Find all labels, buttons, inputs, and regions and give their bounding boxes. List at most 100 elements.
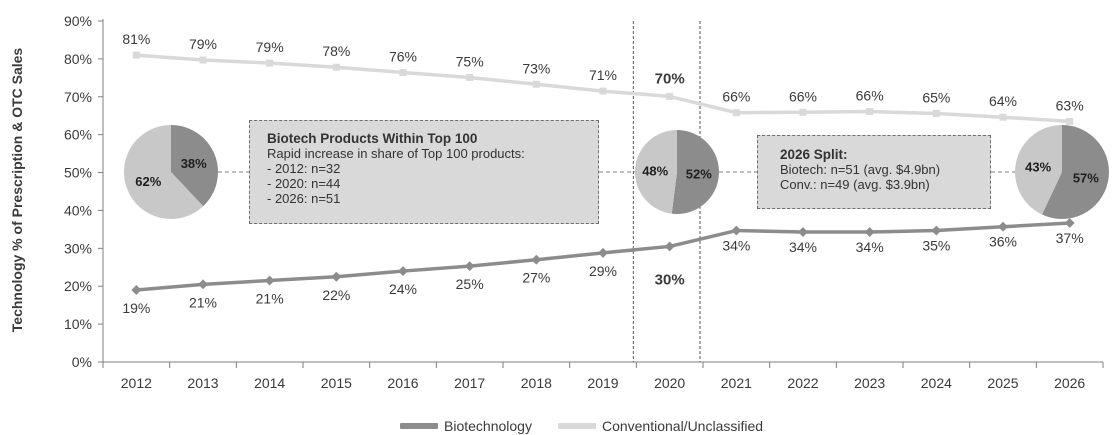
data-label-conventional: 79% <box>256 39 284 55</box>
legend-label-biotechnology: Biotechnology <box>444 418 532 434</box>
x-tick-label: 2025 <box>987 375 1018 391</box>
biotech-annotation-box: Biotech Products Within Top 100 Rapid in… <box>249 120 599 224</box>
biotech-annotation-line: - 2012: n=32 <box>267 161 341 176</box>
series-lines <box>131 51 1075 295</box>
data-label-conventional: 64% <box>989 93 1017 109</box>
data-label-conventional: 71% <box>589 67 617 83</box>
data-label-biotechnology: 34% <box>856 239 884 255</box>
y-tick-label: 30% <box>64 240 92 256</box>
pie-slice-2026-biotech <box>1041 125 1110 219</box>
legend-item-biotechnology: Biotechnology <box>400 418 532 434</box>
data-point-conventional <box>532 80 540 88</box>
data-point-conventional <box>466 73 474 81</box>
legend-swatch-conventional <box>557 423 596 429</box>
split-annotation-box: 2026 Split: Biotech: n=51 (avg. $4.9bn) … <box>757 135 991 209</box>
data-label-biotechnology: 37% <box>1056 230 1084 246</box>
y-tick-label: 90% <box>64 13 92 29</box>
data-point-conventional <box>866 108 874 116</box>
biotech-annotation-line: - 2026: n=51 <box>267 191 341 206</box>
x-tick-label: 2016 <box>387 375 418 391</box>
data-label-conventional: 63% <box>1056 97 1084 113</box>
data-label-conventional: 66% <box>722 89 750 105</box>
pie-slice-2020-conventional <box>634 130 677 214</box>
biotech-annotation-line: Rapid increase in share of Top 100 produ… <box>267 146 525 161</box>
y-tick-label: 50% <box>64 165 92 181</box>
data-point-biotechnology <box>864 227 875 237</box>
data-point-biotechnology <box>1064 217 1075 228</box>
split-annotation-line: Conv.: n=49 (avg. $3.9bn) <box>780 177 930 192</box>
x-tick-label: 2020 <box>654 375 685 391</box>
data-label-conventional: 81% <box>122 31 150 47</box>
y-tick-label: 60% <box>64 127 92 143</box>
data-label-conventional: 76% <box>389 49 417 65</box>
data-label-conventional: 65% <box>922 89 950 105</box>
data-point-biotechnology <box>398 266 408 277</box>
data-label-biotechnology: 22% <box>322 287 350 303</box>
x-tick-label: 2019 <box>587 375 618 391</box>
y-axis-label: Technology % of Prescription & OTC Sales <box>9 48 25 333</box>
x-tick-label: 2021 <box>721 375 752 391</box>
data-label-biotechnology: 25% <box>456 276 484 292</box>
data-point-conventional <box>399 69 407 77</box>
split-annotation-title: 2026 Split: <box>780 147 848 162</box>
data-point-biotechnology <box>531 254 542 265</box>
biotech-annotation-title: Biotech Products Within Top 100 <box>267 131 478 146</box>
data-label-biotechnology: 36% <box>989 234 1017 250</box>
data-point-conventional <box>1066 117 1074 125</box>
biotech-annotation-line: - 2020: n=44 <box>267 176 341 191</box>
y-tick-label: 70% <box>64 89 92 105</box>
data-point-biotechnology <box>264 275 275 286</box>
pie-slice-2012-biotech <box>171 125 218 207</box>
x-tick-label: 2017 <box>454 375 485 391</box>
pie-slice-label: 38% <box>181 156 207 171</box>
pie-slice-label: 48% <box>642 164 668 179</box>
pie-slice-label: 43% <box>1025 160 1051 175</box>
data-labels: 19% 21% 21% 22% 24% 25% 27% 29% 30% 34% 34% 34% 35% 3… <box>122 31 1083 316</box>
pie-slice-label: 57% <box>1073 170 1099 185</box>
data-label-biotechnology: 21% <box>256 291 284 307</box>
y-tick-label: 80% <box>64 51 92 67</box>
data-label-biotechnology: 35% <box>922 238 950 254</box>
legend-label-conventional: Conventional/Unclassified <box>601 418 764 434</box>
x-tick-label: 2015 <box>321 375 352 391</box>
data-point-conventional <box>132 51 140 59</box>
data-label-conventional: 78% <box>322 43 350 59</box>
data-point-conventional <box>666 92 674 100</box>
y-tick-label: 40% <box>64 202 92 218</box>
data-label-biotechnology: 19% <box>122 300 150 316</box>
data-label-conventional: 79% <box>189 36 217 52</box>
data-label-biotechnology: 21% <box>189 294 217 310</box>
legend-swatch-biotechnology <box>400 423 438 429</box>
data-point-biotechnology <box>931 225 942 236</box>
data-point-biotechnology <box>464 261 475 272</box>
data-point-conventional <box>332 63 340 71</box>
x-tick-label: 2024 <box>921 375 952 391</box>
y-tick-label: 10% <box>64 316 92 332</box>
pie-charts: 38% 62% 52% 48% 57% 43% <box>123 125 1110 219</box>
data-point-biotechnology <box>598 247 608 258</box>
pie-slice-label: 52% <box>686 166 712 181</box>
data-point-biotechnology <box>131 285 142 295</box>
split-annotation-line: Biotech: n=51 (avg. $4.9bn) <box>780 162 941 177</box>
data-point-biotechnology <box>998 221 1008 232</box>
data-point-conventional <box>999 113 1007 121</box>
data-point-conventional <box>799 108 807 116</box>
pie-slice-2020-biotech <box>671 130 719 214</box>
data-point-conventional <box>199 56 207 64</box>
data-label-conventional: 73% <box>522 60 550 76</box>
x-tick-label: 2023 <box>854 375 885 391</box>
data-point-biotechnology <box>798 227 808 237</box>
x-tick-label: 2013 <box>187 375 218 391</box>
pie-slice-label: 62% <box>135 174 161 189</box>
axes: 0% 10% 20% 30% 40% 50% 60% 70% 80% 90% 2012 2013 201… <box>64 13 1104 391</box>
data-label-biotechnology: 27% <box>522 270 550 286</box>
data-point-conventional <box>932 109 940 117</box>
data-label-biotechnology: 30% <box>655 271 685 288</box>
x-tick-label: 2022 <box>787 375 818 391</box>
data-label-biotechnology: 29% <box>589 263 617 279</box>
x-tick-label: 2012 <box>121 375 152 391</box>
data-label-conventional: 66% <box>856 88 884 104</box>
data-label-biotechnology: 34% <box>722 238 750 254</box>
data-point-conventional <box>599 87 607 95</box>
